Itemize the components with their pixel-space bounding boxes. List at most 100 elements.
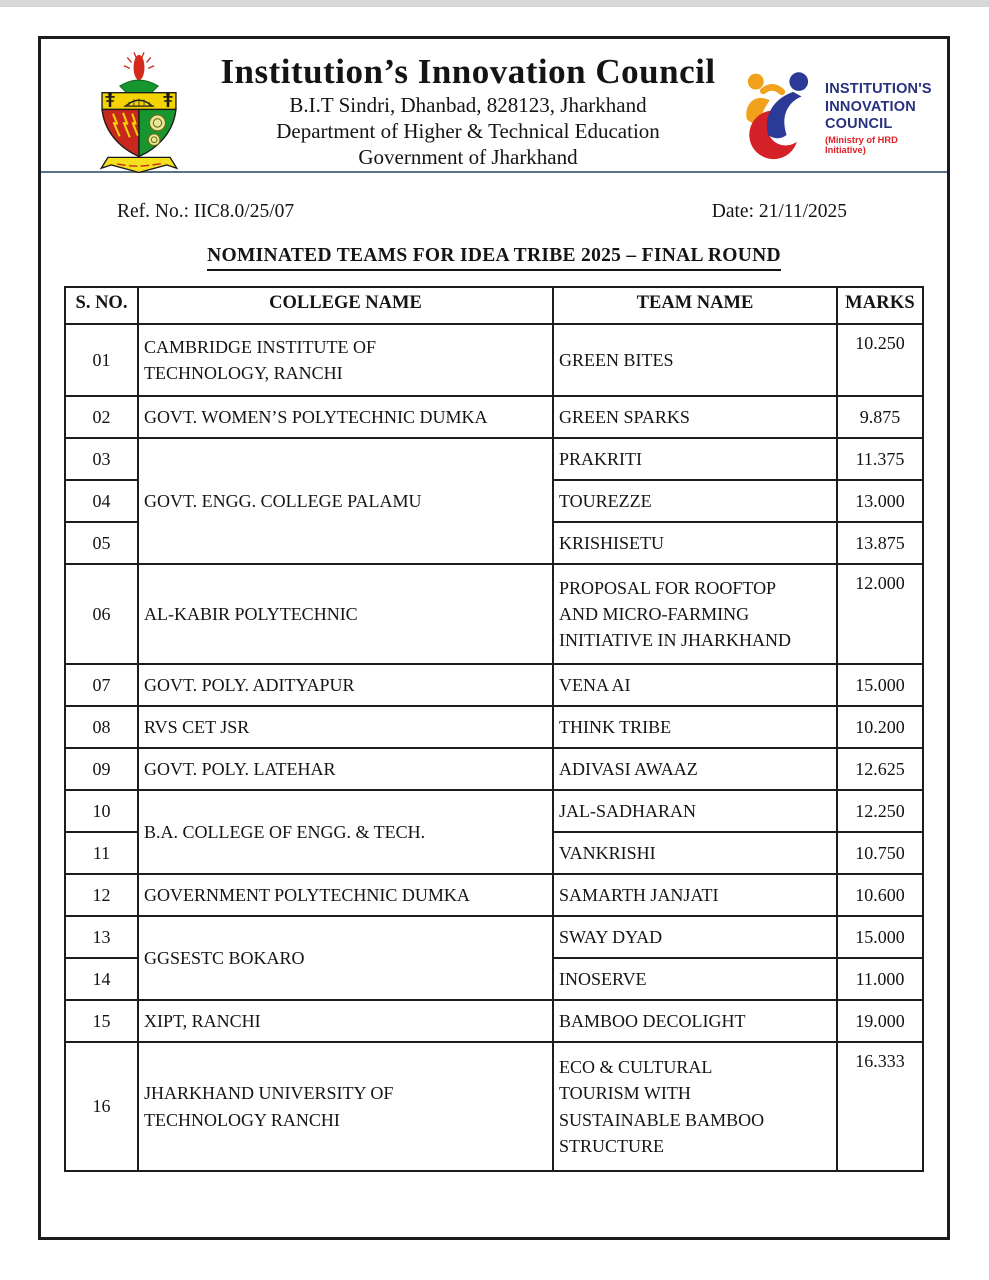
table-row: 02 GOVT. WOMEN’S POLYTECHNIC DUMKA GREEN… [64, 395, 924, 439]
table-row: 08 RVS CET JSR THINK TRIBE 10.200 [64, 705, 924, 749]
college-cell: JHARKHAND UNIVERSITY OF TECHNOLOGY RANCH… [137, 1041, 554, 1172]
sno-cell: 12 [64, 873, 139, 917]
sno-cell: 03 [64, 437, 139, 481]
ref-number: Ref. No.: IIC8.0/25/07 [117, 201, 295, 222]
org-address: B.I.T Sindri, Dhanbad, 828123, Jharkhand [289, 92, 647, 117]
header-sno: S. NO. [64, 286, 139, 325]
table-row: 11 VANKRISHI 10.750 [64, 831, 924, 875]
college-cell: RVS CET JSR [137, 705, 554, 749]
iic-text-subline: (Ministry of HRD Initiative) [825, 135, 898, 156]
team-cell: SWAY DYAD [552, 915, 838, 959]
marks-cell: 11.375 [836, 437, 924, 481]
document-title: NOMINATED TEAMS FOR IDEA TRIBE 2025 – FI… [207, 245, 781, 271]
sno-cell: 14 [64, 957, 139, 1001]
team-cell: INOSERVE [552, 957, 838, 1001]
team-cell: JAL-SADHARAN [552, 789, 838, 833]
document-page: Institution’s Innovation Council B.I.T S… [38, 36, 950, 1240]
team-cell: SAMARTH JANJATI [552, 873, 838, 917]
meta-row: Ref. No.: IIC8.0/25/07 Date: 21/11/2025 [41, 201, 947, 223]
table-row: 04 TOUREZZE 13.000 [64, 479, 924, 523]
sno-cell: 11 [64, 831, 139, 875]
team-cell: TOUREZZE [552, 479, 838, 523]
iic-text-line: COUNCIL [825, 116, 893, 133]
table-row: 14 INOSERVE 11.000 [64, 957, 924, 1001]
marks-cell: 15.000 [836, 915, 924, 959]
table-row: 07 GOVT. POLY. ADITYAPUR VENA AI 15.000 [64, 663, 924, 707]
table-row: 16 JHARKHAND UNIVERSITY OF TECHNOLOGY RA… [64, 1041, 924, 1172]
marks-cell: 16.333 [836, 1041, 924, 1172]
letterhead-text: Institution’s Innovation Council B.I.T S… [197, 47, 739, 171]
header-team-name: TEAM NAME [552, 286, 838, 325]
college-cell: GOVT. WOMEN’S POLYTECHNIC DUMKA [137, 395, 554, 439]
table-row: 03 GOVT. ENGG. COLLEGE PALAMU PRAKRITI 1… [64, 437, 924, 565]
marks-cell: 10.600 [836, 873, 924, 917]
sno-cell: 05 [64, 521, 139, 565]
marks-cell: 10.200 [836, 705, 924, 749]
marks-cell: 10.750 [836, 831, 924, 875]
table-row: 01 CAMBRIDGE INSTITUTE OF TECHNOLOGY, RA… [64, 323, 924, 397]
bit-sindri-crest-logo [81, 49, 197, 175]
marks-cell: 11.000 [836, 957, 924, 1001]
team-cell: PROPOSAL FOR ROOFTOP AND MICRO-FARMING I… [552, 563, 838, 665]
team-cell: GREEN SPARKS [552, 395, 838, 439]
table-row: 10 B.A. COLLEGE OF ENGG. & TECH. JAL-SAD… [64, 789, 924, 875]
scan-edge-artifact [0, 0, 989, 7]
marks-cell: 13.000 [836, 479, 924, 523]
marks-cell: 19.000 [836, 999, 924, 1043]
team-cell: VANKRISHI [552, 831, 838, 875]
header-marks: MARKS [836, 286, 924, 325]
college-cell-merged: GOVT. ENGG. COLLEGE PALAMU [137, 437, 554, 565]
college-cell-merged: B.A. COLLEGE OF ENGG. & TECH. [137, 789, 554, 875]
org-department: Department of Higher & Technical Educati… [276, 118, 660, 143]
table-row: 05 KRISHISETU 13.875 [64, 521, 924, 565]
iic-logo-text: INSTITUTION'S INNOVATION COUNCIL (Minist… [825, 81, 937, 155]
sno-cell: 02 [64, 395, 139, 439]
sno-cell: 07 [64, 663, 139, 707]
sno-cell: 13 [64, 915, 139, 959]
sno-cell: 09 [64, 747, 139, 791]
team-cell: GREEN BITES [552, 323, 838, 397]
letterhead: Institution’s Innovation Council B.I.T S… [41, 39, 947, 175]
org-title: Institution’s Innovation Council [220, 52, 716, 91]
table-row: 13 GGSESTC BOKARO SWAY DYAD 15.000 [64, 915, 924, 1001]
team-cell: THINK TRIBE [552, 705, 838, 749]
sno-cell: 16 [64, 1041, 139, 1172]
sno-cell: 15 [64, 999, 139, 1043]
college-cell: GOVT. POLY. LATEHAR [137, 747, 554, 791]
table-row: 09 GOVT. POLY. LATEHAR ADIVASI AWAAZ 12.… [64, 747, 924, 791]
sno-cell: 08 [64, 705, 139, 749]
marks-cell: 13.875 [836, 521, 924, 565]
bit-sindri-crest-icon [99, 52, 179, 174]
marks-cell: 12.625 [836, 747, 924, 791]
sno-cell: 06 [64, 563, 139, 665]
team-cell: BAMBOO DECOLIGHT [552, 999, 838, 1043]
team-cell: VENA AI [552, 663, 838, 707]
iic-text-line: INNOVATION [825, 98, 916, 115]
marks-cell: 10.250 [836, 323, 924, 397]
marks-cell: 12.000 [836, 563, 924, 665]
org-government: Government of Jharkhand [358, 145, 578, 170]
iic-text-line: INSTITUTION'S [825, 80, 932, 97]
date: Date: 21/11/2025 [711, 201, 847, 222]
college-cell: GOVT. POLY. ADITYAPUR [137, 663, 554, 707]
nominated-teams-table: S. NO. COLLEGE NAME TEAM NAME MARKS 01 C… [64, 286, 924, 1172]
sno-cell: 04 [64, 479, 139, 523]
college-cell: XIPT, RANCHI [137, 999, 554, 1043]
header-college-name: COLLEGE NAME [137, 286, 554, 325]
team-cell: KRISHISETU [552, 521, 838, 565]
table-row: 12 GOVERNMENT POLYTECHNIC DUMKA SAMARTH … [64, 873, 924, 917]
college-cell: GOVERNMENT POLYTECHNIC DUMKA [137, 873, 554, 917]
team-cell: PRAKRITI [552, 437, 838, 481]
table-header-row: S. NO. COLLEGE NAME TEAM NAME MARKS [64, 286, 924, 325]
sno-cell: 10 [64, 789, 139, 833]
team-cell: ECO & CULTURAL TOURISM WITH SUSTAINABLE … [552, 1041, 838, 1172]
marks-cell: 15.000 [836, 663, 924, 707]
marks-cell: 12.250 [836, 789, 924, 833]
college-cell-merged: GGSESTC BOKARO [137, 915, 554, 1001]
table-row: 15 XIPT, RANCHI BAMBOO DECOLIGHT 19.000 [64, 999, 924, 1043]
sno-cell: 01 [64, 323, 139, 397]
iic-logo-mark-icon [746, 72, 809, 160]
table-row: 06 AL-KABIR POLYTECHNIC PROPOSAL FOR ROO… [64, 563, 924, 665]
college-cell: CAMBRIDGE INSTITUTE OF TECHNOLOGY, RANCH… [137, 323, 554, 397]
team-cell: ADIVASI AWAAZ [552, 747, 838, 791]
